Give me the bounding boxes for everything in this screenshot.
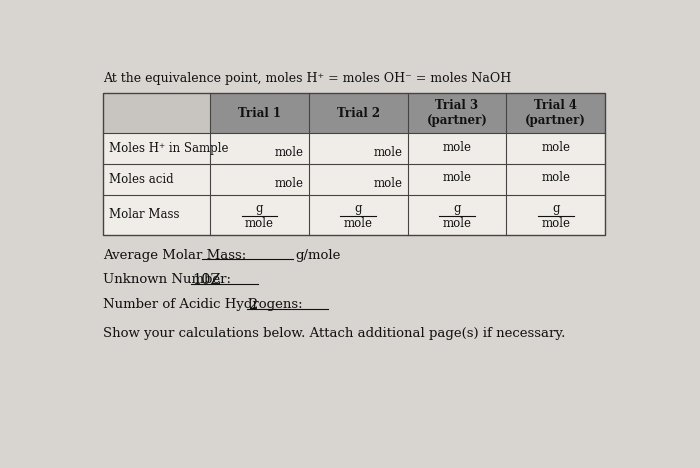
Text: Unknown Number:: Unknown Number: [103, 273, 235, 286]
Bar [103, 133, 606, 164]
Text: mole: mole [374, 146, 403, 159]
Text: mole: mole [275, 176, 304, 190]
Text: mole: mole [245, 217, 274, 230]
Text: g: g [453, 202, 461, 215]
Text: g/mole: g/mole [295, 249, 341, 262]
Text: mole: mole [442, 140, 472, 154]
Text: mole: mole [442, 171, 472, 184]
Text: At the equivalence point, moles H⁺ = moles OH⁻ = moles NaOH: At the equivalence point, moles H⁺ = mol… [103, 72, 511, 85]
Text: Trial 4
(partner): Trial 4 (partner) [526, 99, 586, 127]
Bar [103, 164, 606, 195]
Text: mole: mole [374, 176, 403, 190]
Bar [309, 93, 407, 133]
Text: mole: mole [541, 171, 570, 184]
Bar [103, 93, 210, 133]
Text: Trial 1: Trial 1 [238, 107, 281, 120]
Text: g: g [552, 202, 559, 215]
Text: 2: 2 [248, 298, 258, 312]
Text: Molar Mass: Molar Mass [109, 208, 180, 221]
Text: 10Z: 10Z [192, 273, 220, 287]
Bar [506, 93, 606, 133]
Text: mole: mole [275, 146, 304, 159]
Text: Trial 3
(partner): Trial 3 (partner) [426, 99, 487, 127]
Text: g: g [256, 202, 263, 215]
Text: Show your calculations below. Attach additional page(s) if necessary.: Show your calculations below. Attach add… [103, 327, 566, 340]
Bar [210, 93, 309, 133]
Bar [103, 195, 606, 235]
Bar [407, 93, 506, 133]
Text: Moles acid: Moles acid [109, 173, 174, 186]
Text: mole: mole [541, 217, 570, 230]
Text: g: g [354, 202, 362, 215]
Text: Trial 2: Trial 2 [337, 107, 379, 120]
Text: Average Molar Mass:: Average Molar Mass: [103, 249, 251, 262]
Text: Moles H⁺ in Sample: Moles H⁺ in Sample [109, 142, 229, 155]
Text: mole: mole [344, 217, 372, 230]
Text: mole: mole [442, 217, 472, 230]
Text: mole: mole [541, 140, 570, 154]
Text: Number of Acidic Hydrogens:: Number of Acidic Hydrogens: [103, 298, 307, 311]
